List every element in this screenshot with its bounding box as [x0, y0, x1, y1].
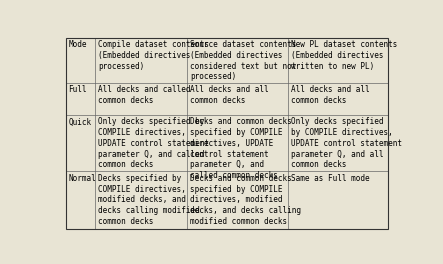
Text: Full: Full [68, 85, 87, 94]
Text: Only decks specified by
COMPILE directives,
UPDATE control statement
parameter Q: Only decks specified by COMPILE directiv… [98, 117, 209, 169]
Text: All decks and all
common decks: All decks and all common decks [291, 85, 369, 105]
Text: Same as Full mode: Same as Full mode [291, 174, 369, 183]
Text: Mode: Mode [68, 40, 87, 49]
Text: All decks and all
common decks: All decks and all common decks [190, 85, 268, 105]
Text: New PL dataset contents
(Embedded directives
written to new PL): New PL dataset contents (Embedded direct… [291, 40, 397, 71]
Text: Decks and common decks
specified by COMPILE
directives, UPDATE
control statement: Decks and common decks specified by COMP… [190, 117, 291, 180]
Text: All decks and called
common decks: All decks and called common decks [98, 85, 190, 105]
Text: Decks specified by
COMPILE directives,
modified decks, and
decks calling modifie: Decks specified by COMPILE directives, m… [98, 174, 200, 226]
Text: Compile dataset contents
(Embedded directives
processed): Compile dataset contents (Embedded direc… [98, 40, 209, 71]
Text: Decks and common decks
specified by COMPILE
directives, modified
decks, and deck: Decks and common decks specified by COMP… [190, 174, 301, 226]
Text: Source dataset contents
(Embedded directives
considered text but not
processed): Source dataset contents (Embedded direct… [190, 40, 296, 82]
Text: Quick: Quick [68, 117, 92, 126]
Text: Only decks specified
by COMPILE directives,
UPDATE control statement
parameter Q: Only decks specified by COMPILE directiv… [291, 117, 401, 169]
Text: Normal: Normal [68, 174, 96, 183]
